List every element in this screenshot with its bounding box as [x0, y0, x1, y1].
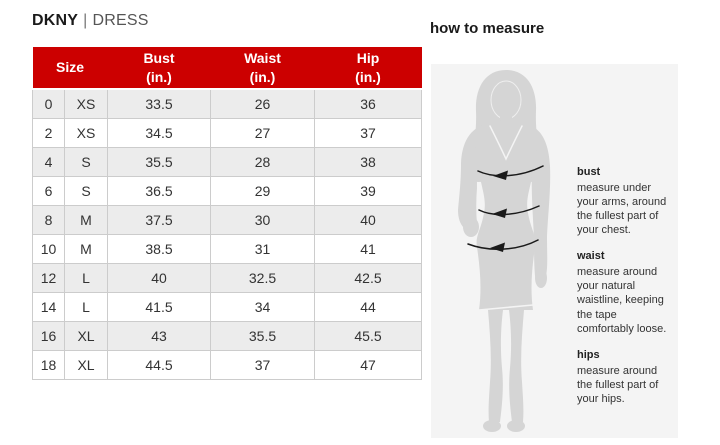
cell-waist: 34: [210, 292, 315, 322]
cell-waist: 26: [210, 88, 315, 119]
table-row: 6 S 36.5 29 39: [32, 176, 422, 206]
column-header-waist: Waist (in.): [210, 47, 315, 90]
cell-hip: 37: [314, 118, 422, 148]
cell-waist: 32.5: [210, 263, 315, 293]
cell-size-number: 12: [32, 263, 65, 293]
cell-hip: 42.5: [314, 263, 422, 293]
column-header-hip: Hip (in.): [314, 47, 422, 90]
hips-arrowhead-icon: [490, 242, 505, 252]
left-foot-shape: [483, 420, 501, 432]
cell-hip: 45.5: [314, 321, 422, 351]
cell-bust: 40: [107, 263, 211, 293]
cell-size-number: 4: [32, 147, 65, 177]
cell-size-letter: L: [64, 263, 108, 293]
column-header-size: Size: [32, 47, 108, 90]
measure-section-waist: waist measure around your natural waistl…: [577, 250, 669, 335]
cell-bust: 43: [107, 321, 211, 351]
skirt-hem-line: [478, 304, 534, 311]
cell-bust: 37.5: [107, 205, 211, 235]
v-neck-line: [489, 125, 523, 161]
cell-size-letter: L: [64, 292, 108, 322]
cell-hip: 41: [314, 234, 422, 264]
left-arm-shape: [458, 128, 479, 231]
right-foot-shape: [507, 420, 525, 432]
title-separator: |: [83, 12, 88, 29]
how-to-measure-panel: bust measure under your arms, around the…: [431, 64, 678, 438]
table-row: 14 L 41.5 34 44: [32, 292, 422, 322]
cell-bust: 36.5: [107, 176, 211, 206]
right-leg-shape: [509, 310, 524, 422]
how-to-measure-heading: how to measure: [430, 20, 545, 37]
table-row: 0 XS 33.5 26 36: [32, 88, 422, 119]
cell-size-number: 0: [32, 88, 65, 119]
right-arm-shape: [531, 128, 551, 281]
waist-label: waist: [577, 250, 605, 263]
cell-size-letter: XL: [64, 350, 108, 380]
table-row: 2 XS 34.5 27 37: [32, 118, 422, 148]
cell-size-number: 10: [32, 234, 65, 264]
cell-waist: 28: [210, 147, 315, 177]
header-row: Size Bust (in.) Waist (in.) Hip (in.): [32, 47, 422, 90]
cell-waist: 35.5: [210, 321, 315, 351]
bust-arrowhead-icon: [493, 170, 508, 180]
page-title: DKNY | DRESS: [32, 12, 149, 30]
bust-measure-arrow: [477, 165, 544, 177]
cell-size-letter: M: [64, 234, 108, 264]
cell-bust: 41.5: [107, 292, 211, 322]
left-hand-shape: [463, 217, 479, 237]
cell-waist: 31: [210, 234, 315, 264]
table-row: 10 M 38.5 31 41: [32, 234, 422, 264]
cell-waist: 30: [210, 205, 315, 235]
cell-hip: 36: [314, 88, 422, 119]
cell-waist: 27: [210, 118, 315, 148]
size-chart-header: Size Bust (in.) Waist (in.) Hip (in.): [32, 47, 422, 90]
measure-instructions: bust measure under your arms, around the…: [577, 166, 669, 406]
cell-hip: 40: [314, 205, 422, 235]
table-row: 16 XL 43 35.5 45.5: [32, 321, 422, 351]
size-chart-table: Size Bust (in.) Waist (in.) Hip (in.) 0 …: [32, 47, 422, 380]
measure-section-bust: bust measure under your arms, around the…: [577, 166, 669, 237]
cell-bust: 33.5: [107, 88, 211, 119]
cell-size-letter: M: [64, 205, 108, 235]
cell-bust: 34.5: [107, 118, 211, 148]
waist-arrowhead-icon: [492, 208, 507, 218]
brand-name: DKNY: [32, 12, 79, 29]
right-hand-shape: [535, 268, 547, 288]
hips-label: hips: [577, 348, 600, 361]
cell-size-number: 18: [32, 350, 65, 380]
table-row: 4 S 35.5 28 38: [32, 147, 422, 177]
cell-size-letter: XS: [64, 88, 108, 119]
cell-bust: 44.5: [107, 350, 211, 380]
left-leg-shape: [488, 310, 503, 422]
bust-label: bust: [577, 166, 601, 178]
product-name: DRESS: [92, 12, 149, 29]
table-row: 12 L 40 32.5 42.5: [32, 263, 422, 293]
table-row: 18 XL 44.5 37 47: [32, 350, 422, 380]
cell-hip: 47: [314, 350, 422, 380]
column-header-bust: Bust (in.): [107, 47, 211, 90]
cell-hip: 38: [314, 147, 422, 177]
cell-hip: 44: [314, 292, 422, 322]
cell-size-letter: XL: [64, 321, 108, 351]
waist-instructions: measure around your natural waistline, k…: [577, 266, 667, 335]
table-row: 8 M 37.5 30 40: [32, 205, 422, 235]
cell-size-number: 14: [32, 292, 65, 322]
cell-waist: 37: [210, 350, 315, 380]
woman-silhouette-figure-icon: [458, 70, 551, 432]
cell-size-number: 2: [32, 118, 65, 148]
cell-size-letter: S: [64, 176, 108, 206]
cell-hip: 39: [314, 176, 422, 206]
cell-bust: 35.5: [107, 147, 211, 177]
bust-instructions: measure under your arms, around the full…: [577, 182, 667, 237]
cell-size-letter: XS: [64, 118, 108, 148]
cell-size-number: 6: [32, 176, 65, 206]
hips-instructions: measure around the fullest part of your …: [577, 364, 659, 405]
cell-size-number: 16: [32, 321, 65, 351]
cell-bust: 38.5: [107, 234, 211, 264]
cell-size-letter: S: [64, 147, 108, 177]
waist-measure-arrow: [478, 205, 540, 216]
measure-section-hips: hips measure around the fullest part of …: [577, 349, 669, 406]
cell-size-number: 8: [32, 205, 65, 235]
cell-waist: 29: [210, 176, 315, 206]
